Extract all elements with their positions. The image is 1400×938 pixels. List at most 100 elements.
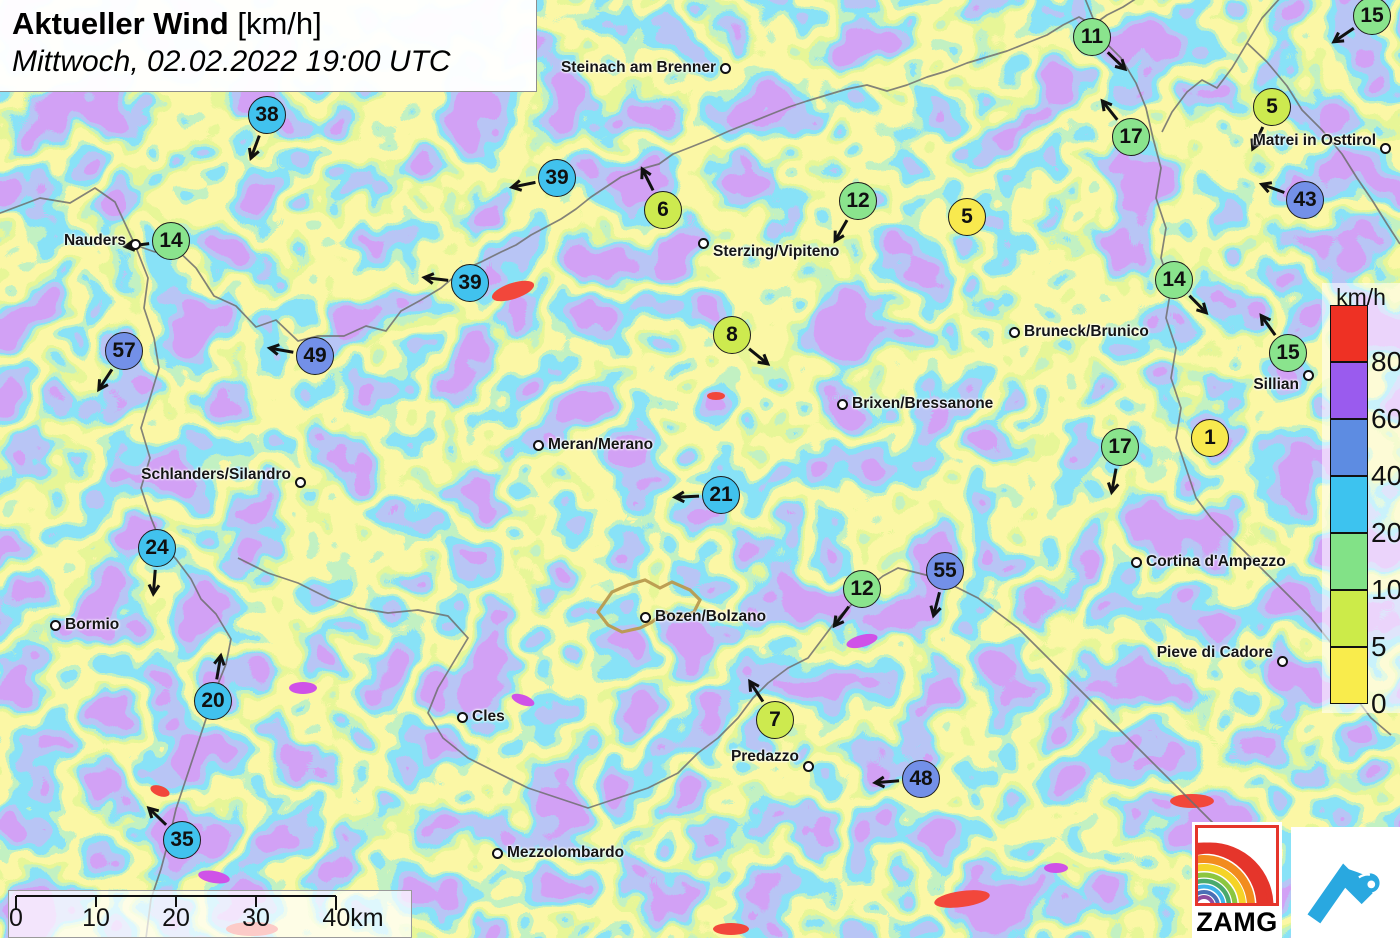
city-label: Bruneck/Brunico (1024, 323, 1149, 340)
wind-station-value: 6 (644, 191, 682, 229)
city-label: Meran/Merano (548, 436, 654, 453)
wind-direction-arrow (213, 652, 226, 680)
city-marker (294, 476, 306, 488)
page-title: Aktueller Wind [km/h] (12, 5, 524, 44)
zamg-rainbow-icon (1195, 825, 1279, 906)
city-marker (836, 398, 848, 410)
legend-label-5: 5 (1371, 631, 1387, 662)
wind-direction-arrow (872, 775, 900, 789)
high-wind-patches (150, 280, 1214, 936)
wind-direction-arrow (1106, 468, 1120, 496)
wind-direction-arrow (929, 591, 942, 619)
wind-station-value: 35 (163, 821, 201, 859)
city-marker (1302, 369, 1314, 381)
wind-direction-arrow (1188, 294, 1209, 315)
wind-station-value: 39 (538, 159, 576, 197)
wind-direction-arrow (147, 569, 161, 597)
mountain-icon (1307, 863, 1380, 923)
city-marker (802, 760, 814, 772)
city-label: Steinach am Brenner (560, 59, 716, 76)
wind-station-value: 43 (1286, 181, 1324, 219)
title-box: Aktueller Wind [km/h] Mittwoch, 02.02.20… (0, 0, 537, 92)
wind-direction-arrow (640, 166, 655, 192)
scale-tick-30: 30 (242, 904, 270, 932)
city-label: Brixen/Bressanone (852, 395, 994, 412)
legend-cell-40 (1330, 419, 1368, 476)
legend-label-10: 10 (1371, 574, 1400, 605)
city-marker (1130, 556, 1142, 568)
wind-station-value: 11 (1073, 18, 1111, 56)
wind-direction-arrow (748, 347, 771, 366)
wind-station-value: 20 (194, 682, 232, 720)
wind-direction-arrow (1100, 98, 1119, 121)
title-datetime: Mittwoch, 02.02.2022 19:00 UTC (12, 44, 451, 78)
city-label: Mezzolombardo (507, 844, 625, 861)
title-main: Aktueller Wind (12, 6, 229, 41)
wind-direction-arrow (146, 806, 168, 826)
city-label: Bormio (65, 616, 120, 633)
zamg-wordmark: ZAMG (1196, 907, 1278, 937)
wind-station-value: 49 (296, 337, 334, 375)
city-marker (1379, 142, 1391, 154)
wind-direction-arrow (1258, 181, 1285, 194)
wind-station-value: 55 (926, 552, 964, 590)
city-label: Matrei in Osttirol (1252, 132, 1376, 149)
wind-direction-arrow (97, 368, 114, 393)
scale-tick-20: 20 (162, 904, 190, 932)
wind-station-value: 38 (248, 96, 286, 134)
city-label: Sterzing/Vipiteno (713, 243, 840, 260)
wind-station-value: 15 (1269, 334, 1307, 372)
wind-station-value: 5 (948, 198, 986, 236)
scale-tick-40km: 40km (322, 904, 384, 932)
wind-station-value: 48 (902, 760, 940, 798)
wind-direction-arrow (1106, 51, 1128, 72)
wind-station-value: 39 (451, 264, 489, 302)
scale-tick-0: 0 (9, 904, 23, 932)
city-label: Pieve di Cadore (1156, 644, 1273, 661)
wind-station-value: 24 (138, 529, 176, 567)
wind-station-value: 8 (713, 316, 751, 354)
wind-direction-arrow (421, 272, 449, 285)
wind-direction-arrow (508, 179, 536, 192)
legend-cell-0 (1330, 647, 1368, 704)
wind-direction-arrow (1259, 313, 1277, 336)
city-label: Cortina d'Ampezzo (1146, 553, 1286, 570)
wind-station-value: 17 (1112, 118, 1150, 156)
wind-station-value: 17 (1101, 428, 1139, 466)
legend-cell-80 (1330, 305, 1368, 362)
city-marker (1008, 326, 1020, 338)
wind-station-value: 5 (1253, 88, 1291, 126)
south-tyrol-weather-logo (1291, 827, 1400, 938)
city-label: Bozen/Bolzano (655, 608, 767, 625)
wind-direction-arrow (748, 678, 765, 703)
city-marker (697, 237, 709, 249)
wind-direction-arrow (1331, 27, 1355, 44)
wind-station-value: 12 (843, 570, 881, 608)
wind-station-value: 21 (702, 476, 740, 514)
wind-direction-arrow (247, 135, 261, 162)
legend-label-20: 20 (1371, 517, 1400, 548)
legend-cell-20 (1330, 476, 1368, 533)
zamg-logo: ZAMG (1192, 822, 1282, 938)
wind-direction-arrow (832, 605, 850, 629)
wind-direction-arrow (833, 219, 849, 244)
scale-bar-ruler (15, 895, 337, 910)
city-label: Predazzo (730, 748, 799, 765)
city-marker (532, 439, 544, 451)
wind-station-value: 14 (1155, 261, 1193, 299)
title-unit: [km/h] (237, 6, 322, 41)
city-marker (49, 619, 61, 631)
city-marker (456, 711, 468, 723)
scale-bar: 0 10 20 30 40km (8, 890, 412, 938)
wind-station-value: 7 (756, 701, 794, 739)
city-label: Schlanders/Silandro (141, 466, 291, 483)
wind-speed-legend: km/h 80 60 40 20 10 5 0 (1322, 283, 1400, 719)
city-label: Cles (472, 708, 505, 725)
city-marker (719, 62, 731, 74)
scale-tick-10: 10 (82, 904, 110, 932)
wind-direction-arrow (266, 343, 294, 356)
